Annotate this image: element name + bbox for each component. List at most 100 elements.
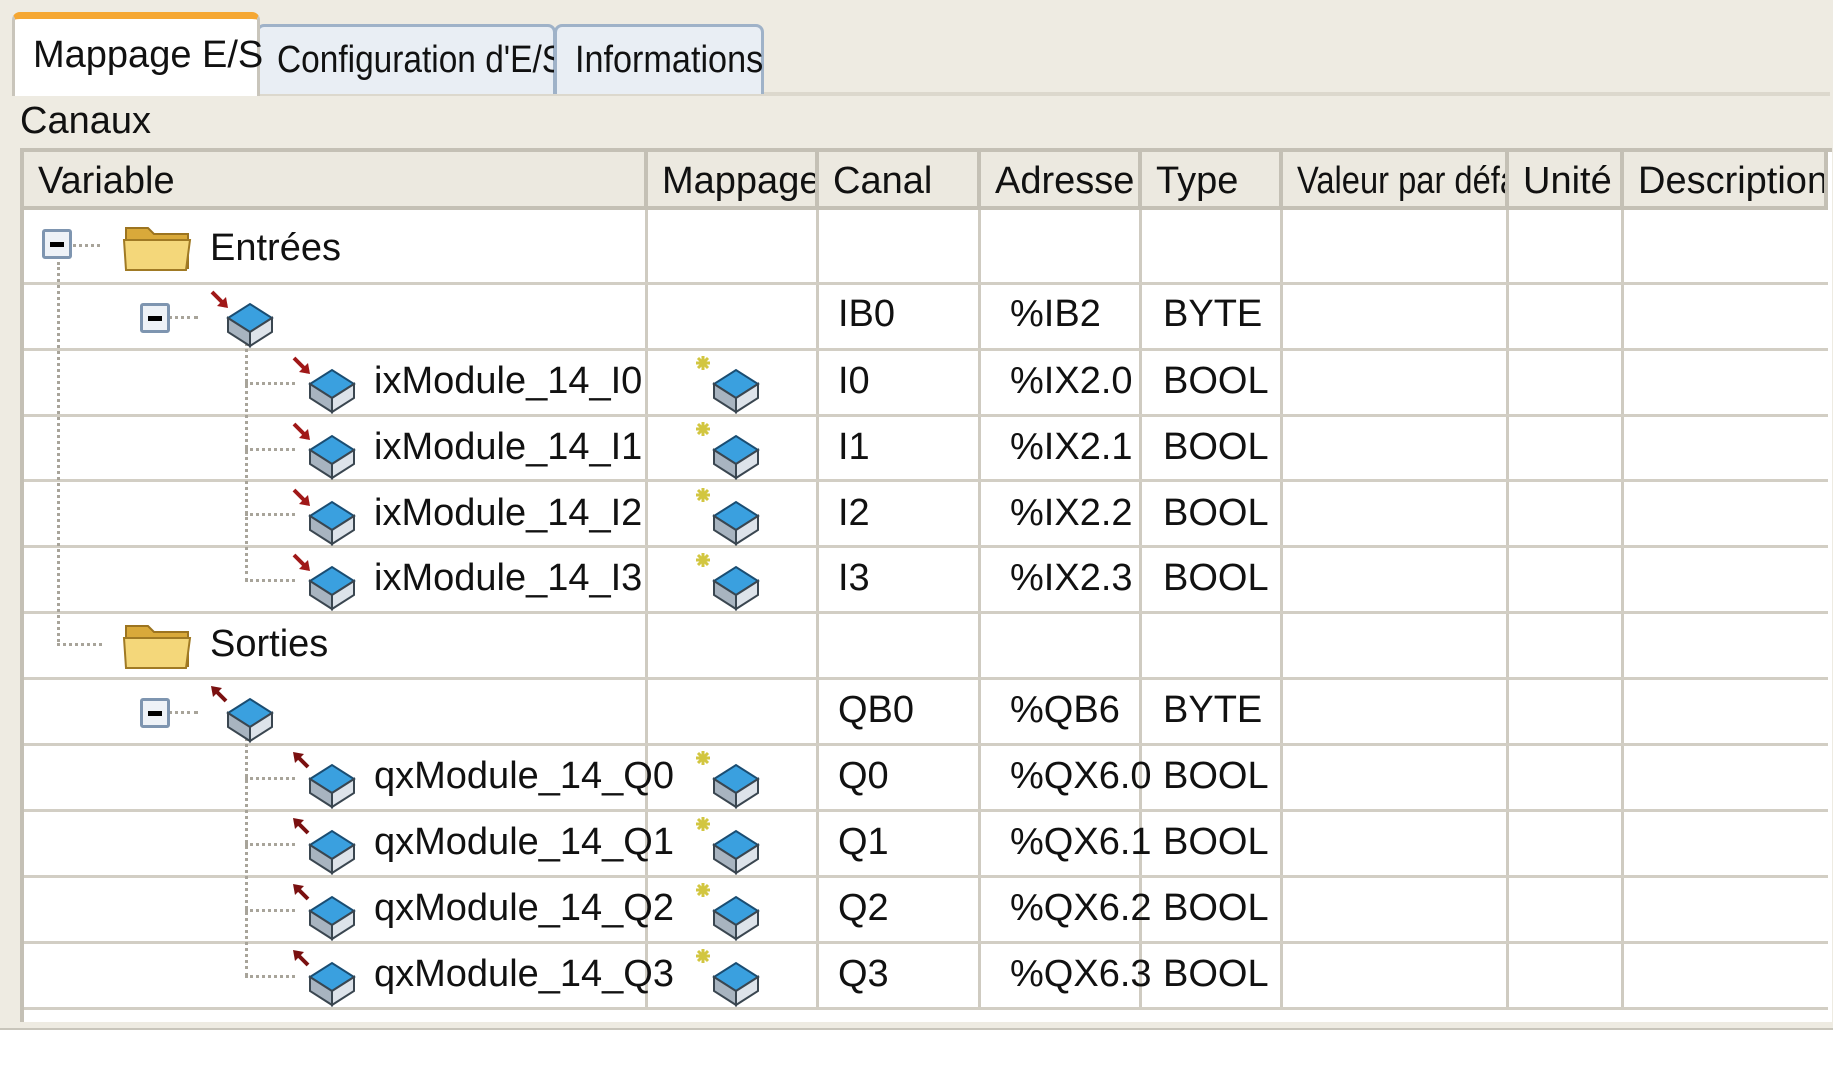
tree-connector (57, 262, 60, 642)
existing-variable-mapping-icon[interactable] (694, 354, 764, 414)
address-cell: %IB2 (1010, 293, 1101, 335)
existing-variable-mapping-icon[interactable] (694, 881, 764, 941)
existing-variable-mapping-icon[interactable] (694, 420, 764, 480)
type-cell: BYTE (1163, 689, 1263, 731)
address-cell: %IX2.3 (1010, 557, 1133, 599)
tree-connector (245, 513, 295, 516)
address-cell: %IX2.2 (1010, 492, 1133, 534)
input-channel-cube-icon (210, 290, 274, 348)
column-header-address[interactable]: Adresse (981, 152, 1142, 210)
existing-variable-mapping-icon[interactable] (694, 815, 764, 875)
existing-variable-mapping-icon[interactable] (694, 551, 764, 611)
folder-icon (122, 625, 192, 669)
output-channel-cube-icon (293, 752, 356, 809)
type-cell: BOOL (1163, 953, 1269, 995)
variable-name[interactable]: qxModule_14_Q3 (374, 953, 674, 995)
variable-name[interactable]: ixModule_14_I2 (374, 492, 643, 534)
tree-connector (245, 975, 295, 978)
tree-connector (168, 711, 198, 714)
row-divider (24, 743, 1828, 746)
tree-connector (245, 909, 295, 912)
channel-cell: I0 (838, 360, 870, 402)
tab-information[interactable]: Informations (554, 24, 764, 94)
row-divider (24, 809, 1828, 812)
folder-label-outputs[interactable]: Sorties (210, 623, 329, 665)
tree-connector (68, 244, 100, 247)
channel-cell: I1 (838, 426, 870, 468)
existing-variable-mapping-icon[interactable] (694, 947, 764, 1007)
existing-variable-mapping-icon[interactable] (694, 749, 764, 809)
tree-connector (245, 731, 248, 976)
variable-name[interactable]: qxModule_14_Q2 (374, 887, 674, 929)
variable-name[interactable]: ixModule_14_I3 (374, 557, 643, 599)
channel-cell: I2 (838, 492, 870, 534)
input-channel-cube-icon (292, 422, 356, 480)
row-divider (24, 611, 1828, 614)
address-cell: %QX6.3 (1010, 953, 1152, 995)
column-header-type[interactable]: Type (1142, 152, 1283, 210)
tree-connector (168, 316, 198, 319)
address-cell: %QX6.1 (1010, 821, 1152, 863)
collapse-minus-icon[interactable] (42, 229, 72, 259)
tab-io-configuration-label: Configuration d'E/S (277, 39, 565, 81)
row-divider (24, 1007, 1828, 1010)
address-cell: %IX2.0 (1010, 360, 1133, 402)
channel-cell: Q0 (838, 755, 889, 797)
column-header-description[interactable]: Description (1624, 152, 1828, 210)
type-cell: BOOL (1163, 492, 1269, 534)
tab-io-mapping[interactable]: Mappage E/S (12, 12, 263, 96)
tree-connector (245, 382, 295, 385)
column-divider (1506, 210, 1509, 1008)
column-header-variable[interactable]: Variable (24, 152, 648, 210)
address-cell: %IX2.1 (1010, 426, 1133, 468)
address-cell: %QX6.2 (1010, 887, 1152, 929)
column-divider (1139, 210, 1142, 1008)
tab-strip-baseline (12, 92, 1830, 96)
type-cell: BOOL (1163, 426, 1269, 468)
type-cell: BOOL (1163, 360, 1269, 402)
tree-connector (245, 336, 248, 581)
channel-cell: Q2 (838, 887, 889, 929)
folder-icon (122, 227, 192, 271)
output-channel-cube-icon (293, 818, 356, 875)
tree-connector (57, 643, 102, 646)
row-divider (24, 875, 1828, 878)
variable-name[interactable]: ixModule_14_I1 (374, 426, 643, 468)
address-cell: %QX6.0 (1010, 755, 1152, 797)
variable-name[interactable]: ixModule_14_I0 (374, 360, 643, 402)
type-cell: BYTE (1163, 293, 1263, 335)
input-channel-cube-icon (292, 488, 356, 546)
tree-connector (245, 448, 295, 451)
column-header-channel[interactable]: Canal (819, 152, 981, 210)
input-channel-cube-icon (292, 356, 356, 414)
column-header-unit[interactable]: Unité (1509, 152, 1624, 210)
existing-variable-mapping-icon[interactable] (694, 486, 764, 546)
collapse-minus-icon[interactable] (140, 698, 170, 728)
row-divider (24, 479, 1828, 482)
collapse-minus-icon[interactable] (140, 303, 170, 333)
variable-name[interactable]: qxModule_14_Q1 (374, 821, 674, 863)
tab-information-label: Informations (575, 39, 764, 81)
row-divider (24, 941, 1828, 944)
tab-io-configuration[interactable]: Configuration d'E/S (256, 24, 564, 94)
column-divider (1621, 210, 1624, 1008)
column-divider (978, 210, 981, 1008)
column-header-mapping[interactable]: Mappage (648, 152, 819, 210)
tree-connector (245, 777, 295, 780)
output-channel-cube-icon (293, 884, 356, 941)
column-divider (816, 210, 819, 1008)
folder-label-inputs[interactable]: Entrées (210, 227, 341, 269)
variable-name[interactable]: qxModule_14_Q0 (374, 755, 674, 797)
row-divider (24, 414, 1828, 417)
row-divider (24, 348, 1828, 351)
column-divider (1280, 210, 1283, 1008)
type-cell: BOOL (1163, 557, 1269, 599)
section-label-channels: Canaux (20, 100, 151, 142)
type-cell: BOOL (1163, 755, 1269, 797)
channel-cell: Q3 (838, 953, 889, 995)
tree-connector (245, 579, 295, 582)
type-cell: BOOL (1163, 887, 1269, 929)
type-cell: BOOL (1163, 821, 1269, 863)
row-divider (24, 282, 1828, 285)
column-header-default-value[interactable]: Valeur par défaut (1283, 152, 1509, 210)
